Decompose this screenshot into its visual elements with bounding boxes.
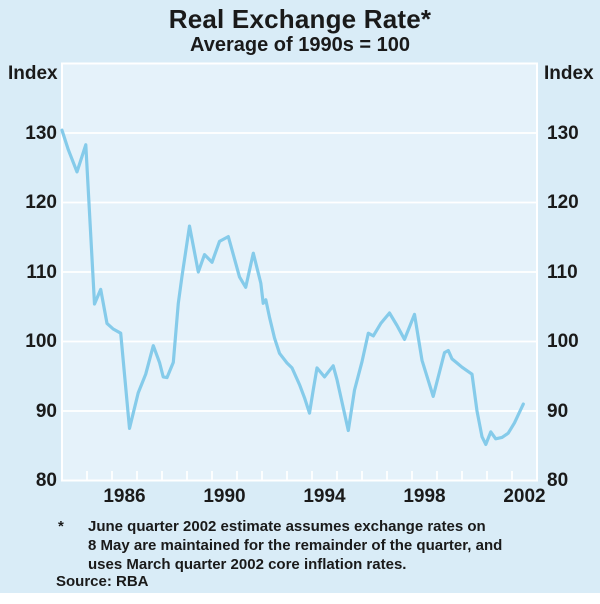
x-tick-label-2002: 2002 — [503, 486, 546, 507]
x-tick-label-1990: 1990 — [203, 486, 246, 507]
footnote-line-3: uses March quarter 2002 core inflation r… — [88, 556, 407, 573]
footnote-line-1: June quarter 2002 estimate assumes excha… — [88, 518, 486, 535]
y-tick-label-right-100: 100 — [547, 331, 579, 352]
y-tick-label-left-100: 100 — [25, 331, 57, 352]
footnote-asterisk: * — [58, 518, 64, 535]
x-tick-label-1998: 1998 — [403, 486, 446, 507]
right-axis-unit-label: Index — [544, 63, 594, 84]
y-tick-label-right-110: 110 — [547, 261, 578, 283]
x-tick-label-1986: 1986 — [103, 486, 146, 507]
real-exchange-rate-line — [60, 128, 525, 446]
y-tick-label-left-80: 80 — [35, 470, 57, 491]
y-tick-label-left-120: 120 — [25, 192, 57, 213]
y-tick-label-right-130: 130 — [547, 122, 579, 144]
y-tick-label-left-90: 90 — [35, 400, 57, 422]
y-tick-label-right-120: 120 — [547, 192, 579, 213]
footnote-line-2: 8 May are maintained for the remainder o… — [88, 537, 503, 554]
chart-subtitle: Average of 1990s = 100 — [190, 34, 410, 56]
x-tick-label-1994: 1994 — [303, 486, 346, 507]
y-tick-label-left-130: 130 — [25, 122, 57, 144]
y-tick-label-right-80: 80 — [547, 470, 569, 491]
footnote-text: June quarter 2002 estimate assumes excha… — [88, 517, 502, 574]
y-tick-label-right-90: 90 — [547, 400, 569, 422]
chart-title: Real Exchange Rate* — [168, 4, 432, 34]
source-text: Source: RBA — [56, 573, 149, 590]
left-axis-unit-label: Index — [8, 63, 58, 84]
y-tick-label-left-110: 110 — [26, 261, 57, 283]
